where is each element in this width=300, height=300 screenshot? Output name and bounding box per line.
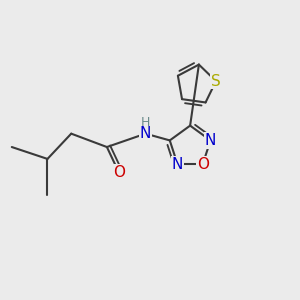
Text: S: S bbox=[211, 74, 221, 88]
Text: H: H bbox=[141, 116, 150, 129]
Text: N: N bbox=[140, 126, 151, 141]
Text: O: O bbox=[113, 165, 125, 180]
Text: N: N bbox=[205, 133, 216, 148]
Text: N: N bbox=[172, 157, 183, 172]
Text: O: O bbox=[197, 157, 209, 172]
